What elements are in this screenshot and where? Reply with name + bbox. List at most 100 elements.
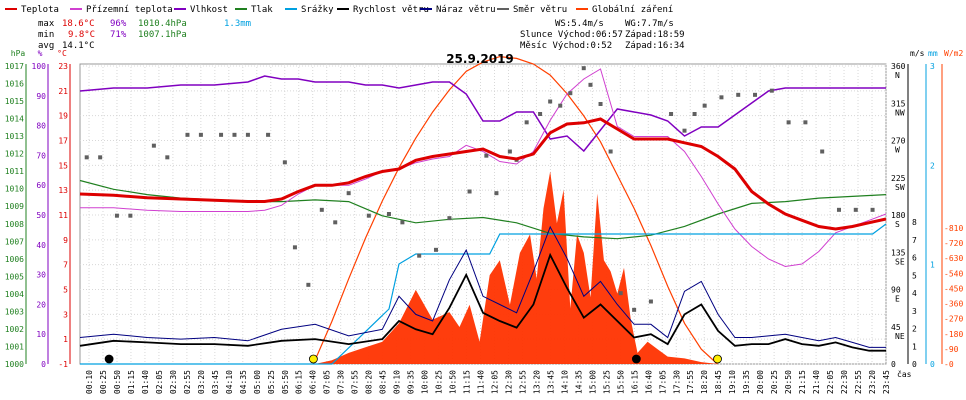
hpa-tick-label: 1000 (5, 360, 24, 369)
hpa-tick-label: 1017 (5, 62, 24, 71)
hpa-tick-label: 1002 (5, 325, 24, 334)
mm-tick-label: 3 (930, 62, 935, 71)
wind-direction-point (128, 213, 133, 218)
mm-axis-unit: mm (928, 49, 938, 58)
ms-tick-label: 5 (912, 271, 917, 280)
x-tick-label: 00:50 (113, 370, 122, 394)
legend-label: Rychlost větru (353, 5, 429, 15)
x-tick-label: 14:10 (560, 370, 569, 394)
stats-max-temp: 18.6°C (62, 19, 95, 29)
wind-direction-point (266, 132, 271, 137)
wind-direction-point (333, 220, 338, 225)
wind-direction-point (185, 132, 190, 137)
wind-direction-point (84, 155, 89, 160)
info-ws: WS:5.4m/s (555, 19, 604, 29)
wind-direction-point (853, 207, 858, 212)
degc-tick-label: 15 (58, 161, 68, 170)
wind-direction-point (836, 207, 841, 212)
wind-direction-point (232, 132, 237, 137)
wind-direction-point (467, 189, 472, 194)
dir-tick-label: SW (895, 183, 905, 192)
wind-direction-point (568, 91, 573, 96)
humidity-line (79, 75, 886, 153)
x-tick-label: 21:15 (798, 370, 807, 394)
clear-sky-radiation-line (312, 55, 718, 365)
stats-panel: max 18.6°C 96% 1010.4hPa 1.3mm min 9.8°C… (38, 19, 251, 51)
wind-direction-point (618, 291, 623, 296)
hpa-tick-label: 1009 (5, 202, 24, 211)
wm2-tick-label: -720 (944, 239, 963, 248)
wind-direction-point (245, 132, 250, 137)
x-tick-label: 07:05 (323, 370, 332, 394)
wind-direction-point (786, 120, 791, 125)
x-tick-label: 08:20 (365, 370, 374, 394)
x-tick-label: 07:30 (337, 370, 346, 394)
wm2-tick-label: -450 (944, 284, 963, 293)
x-tick-label: 03:45 (211, 370, 220, 394)
ms-tick-label: 6 (912, 254, 917, 263)
legend-label: Náraz větru (436, 5, 496, 15)
deg-tick-label: 225 (891, 174, 906, 183)
x-tick-label: 13:45 (546, 370, 555, 394)
wind-direction-point (581, 66, 586, 71)
x-tick-label: 10:50 (449, 370, 458, 394)
x-tick-label: 07:55 (351, 370, 360, 394)
x-tick-label: 17:05 (658, 370, 667, 394)
x-tick-label: 23:45 (882, 370, 891, 394)
pct-tick-label: 90 (36, 92, 46, 101)
x-tick-label: 15:00 (588, 370, 597, 394)
x-tick-label: 16:40 (644, 370, 653, 394)
moonrise-marker (104, 354, 114, 364)
info-panel: WS:5.4m/s WG:7.7m/s Slunce Východ:06:57 … (520, 19, 685, 51)
ms-tick-label: 4 (912, 289, 917, 298)
x-tick-label: 18:20 (700, 370, 709, 394)
x-tick-label: 05:25 (267, 370, 276, 394)
pct-tick-label: 80 (36, 122, 46, 131)
wind-direction-point (753, 92, 758, 97)
wind-direction-point (692, 112, 697, 116)
ms-axis-unit: m/s (910, 49, 925, 58)
pct-tick-label: 30 (36, 271, 46, 280)
x-tick-label: 00:10 (85, 370, 94, 394)
dir-tick-label: N (895, 71, 900, 80)
deg-tick-label: 180 (891, 211, 906, 220)
degc-tick-label: 17 (58, 137, 68, 146)
wind-direction-point (507, 149, 512, 154)
stats-avg-label: avg (38, 41, 54, 51)
wind-speed-line (79, 252, 886, 352)
x-tick-label: 12:55 (518, 370, 527, 394)
x-tick-label: 15:25 (602, 370, 611, 394)
wind-direction-point (366, 213, 371, 218)
x-tick-label: 20:00 (756, 370, 765, 394)
x-tick-label: 23:20 (868, 370, 877, 394)
stats-min-press: 1007.1hPa (138, 30, 187, 40)
deg-tick-label: 315 (891, 99, 906, 108)
legend-label: Srážky (301, 5, 334, 15)
degc-tick-label: 19 (58, 112, 68, 121)
wind-direction-point (165, 155, 170, 160)
x-tick-label: 20:50 (784, 370, 793, 394)
wind-direction-point (538, 112, 543, 116)
stats-max-press: 1010.4hPa (138, 19, 187, 29)
wind-direction-point (870, 207, 875, 212)
wind-direction-point (632, 307, 637, 312)
rain-line (80, 223, 887, 365)
wind-direction-point (282, 160, 287, 165)
sunrise-marker (309, 354, 318, 364)
stats-avg-temp: 14.1°C (62, 41, 95, 51)
degc-tick-label: 5 (63, 286, 68, 295)
wind-direction-point (648, 299, 653, 304)
sunset-marker (713, 354, 722, 364)
hpa-tick-label: 1011 (5, 167, 24, 176)
x-tick-label: 10:00 (421, 370, 430, 394)
deg-tick-label: 270 (891, 137, 906, 146)
wind-direction-point (319, 207, 324, 212)
solar-radiation-area (315, 171, 719, 364)
x-tick-label: 15:50 (616, 370, 625, 394)
degc-tick-label: 7 (63, 261, 68, 270)
info-sun: Slunce Východ:06:57 (520, 30, 623, 40)
info-moon-set: Západ:16:34 (625, 41, 685, 51)
x-tick-label: 04:35 (239, 370, 248, 394)
wind-direction-point (598, 102, 603, 106)
temperature-line (79, 117, 887, 231)
